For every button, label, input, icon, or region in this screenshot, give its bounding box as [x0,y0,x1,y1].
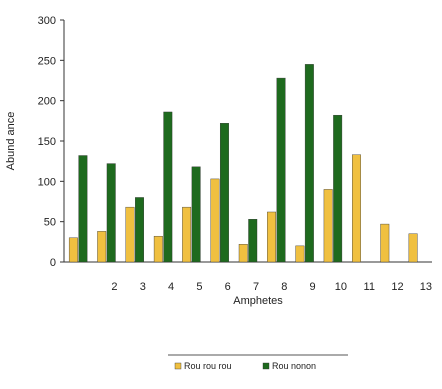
bar-series1-cat-10 [323,189,333,263]
x-tick-label: 4 [168,281,174,293]
bar-series2-cat-1 [78,155,88,263]
bar-series2-cat-5 [191,166,201,263]
x-axis-ticks: 2 3 4 5 6 7 8 9 10 11 12 13 [111,281,432,293]
y-tick-label: 300 [38,15,56,27]
y-tick-label: 50 [44,217,56,229]
bar-series2-cat-7 [248,219,258,263]
x-axis-title: Amphetes [233,295,283,307]
y-tick-label: 100 [38,176,56,188]
legend-swatch-series2 [262,362,270,370]
y-axis-ticks: 0 50 100 150 200 250 300 [38,15,64,269]
plot-area [63,20,432,263]
x-tick-label: 6 [225,281,231,293]
bar-series1-cat-2 [97,231,107,263]
bars-group [68,64,418,263]
bar-series1-cat-8 [267,211,277,263]
x-tick-label: 3 [140,281,146,293]
bar-series1-cat-13 [408,233,418,263]
bar-series2-cat-3 [135,197,144,263]
x-tick-label: 11 [364,281,375,293]
x-tick-label: 9 [310,281,316,293]
x-tick-label: 7 [253,281,259,293]
bar-series1-cat-7 [238,244,248,263]
y-tick-label: 150 [38,136,56,148]
bar-series1-cat-11 [352,154,361,263]
bar-series1-cat-9 [295,245,305,263]
bar-series2-cat-9 [304,64,314,263]
y-tick-label: 0 [50,257,56,269]
x-tick-label: 2 [111,281,117,293]
x-tick-label: 8 [281,281,287,293]
legend-label-series1: Rou rou rou [184,361,232,371]
x-tick-label: 12 [391,281,403,293]
legend: Rou rou rou Rou nonon [168,354,348,371]
legend-swatch-series1 [174,362,182,370]
x-tick-label: 10 [335,281,347,293]
x-tick-label: 5 [196,281,202,293]
bar-series2-cat-6 [219,123,229,263]
legend-label-series2: Rou nonon [272,361,316,371]
y-axis-title: Abund ance [5,112,17,171]
bar-series2-cat-10 [333,114,343,263]
bar-series1-cat-12 [380,223,390,263]
bar-series1-cat-4 [153,235,163,263]
bar-series1-cat-3 [125,206,135,263]
bar-series2-cat-8 [276,77,286,263]
y-tick-label: 200 [38,96,56,108]
bar-series1-cat-6 [210,178,220,263]
y-tick-label: 250 [38,55,56,67]
bar-series1-cat-5 [182,206,192,263]
x-tick-label: 13 [420,281,432,293]
bar-series1-cat-1 [68,237,78,263]
bar-series2-cat-4 [163,111,173,263]
bar-series2-cat-2 [106,163,116,263]
